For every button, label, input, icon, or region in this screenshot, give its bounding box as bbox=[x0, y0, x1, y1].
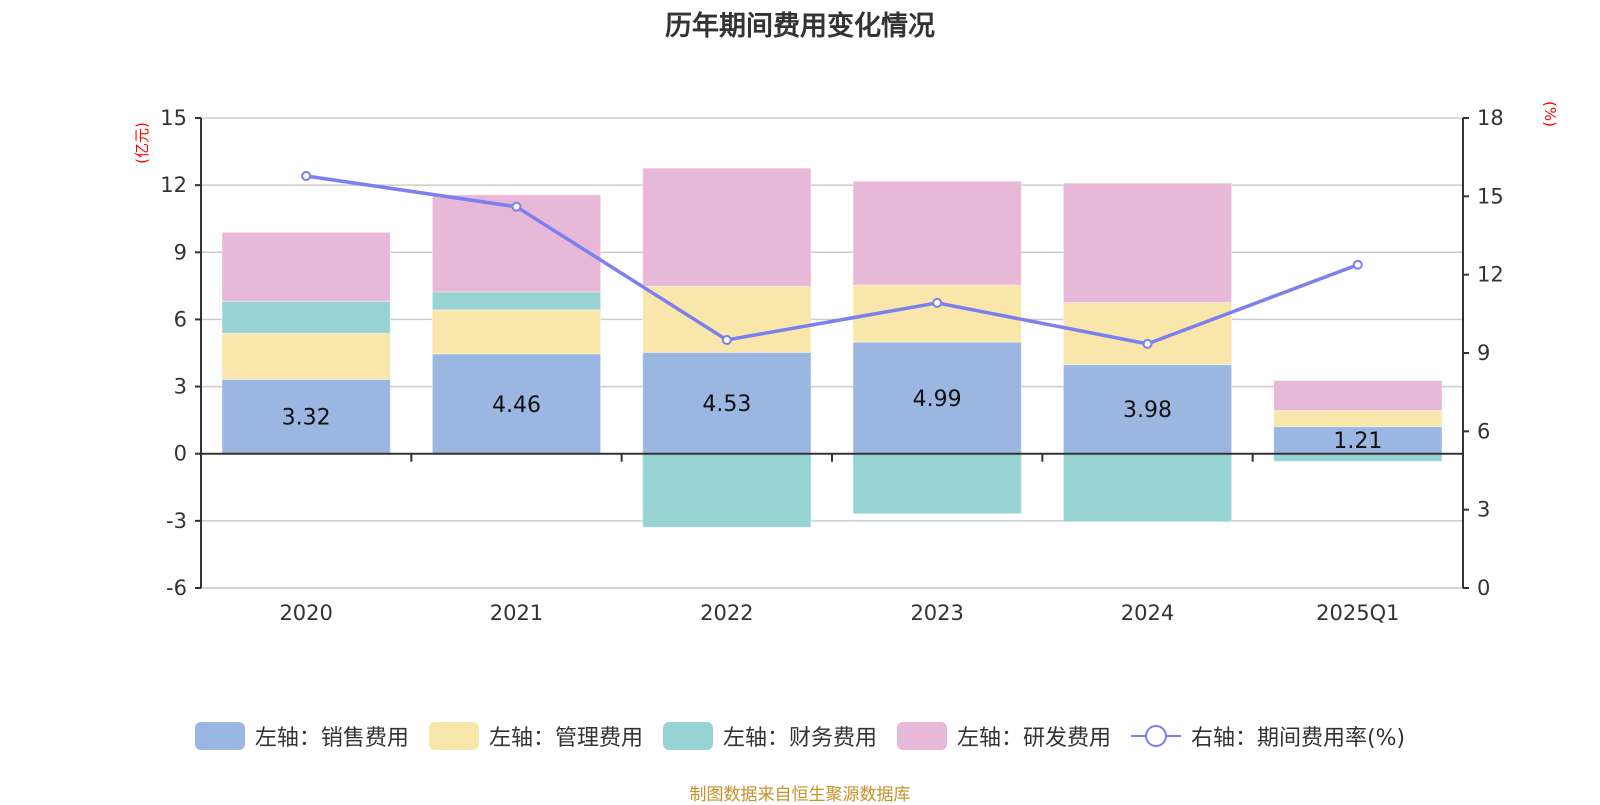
bar-segment bbox=[221, 332, 391, 380]
legend-item[interactable]: 右轴：期间费用率(%) bbox=[1130, 720, 1406, 752]
left-axis-tick-label: 3 bbox=[174, 375, 187, 399]
legend-label: 左轴：财务费用 bbox=[722, 726, 877, 751]
right-axis-tick-label: 0 bbox=[1477, 576, 1490, 600]
bar-data-label: 1.21 bbox=[1333, 429, 1382, 454]
line-series bbox=[301, 170, 1363, 349]
left-axis-tick-label: -3 bbox=[166, 509, 187, 533]
source-note: 制图数据来自恒生聚源数据库 bbox=[689, 785, 911, 805]
left-axis-unit-label: (亿元) bbox=[133, 122, 151, 164]
x-axis-tick-label: 2022 bbox=[700, 601, 753, 625]
bar-segment bbox=[1273, 453, 1443, 462]
left-axis-tick-label: 9 bbox=[174, 240, 187, 264]
bar-segment bbox=[852, 341, 1022, 455]
bar-segment bbox=[642, 167, 812, 287]
bar-segment bbox=[642, 351, 812, 455]
legend-swatch bbox=[194, 722, 245, 750]
legend-item[interactable]: 左轴：销售费用 bbox=[194, 720, 409, 752]
bar-segment bbox=[1062, 364, 1233, 455]
right-axis-tick-label: 12 bbox=[1477, 263, 1504, 287]
bar-segment bbox=[431, 309, 602, 355]
right-axis-tick-label: 3 bbox=[1477, 498, 1490, 522]
bar-segment bbox=[1062, 453, 1233, 523]
bar-segment bbox=[221, 378, 391, 455]
bar-segment bbox=[221, 231, 391, 302]
legend-item[interactable]: 左轴：研发费用 bbox=[896, 720, 1111, 752]
x-axis-tick-label: 2020 bbox=[279, 601, 332, 625]
bar-data-label: 4.99 bbox=[913, 387, 962, 412]
bar-data-label: 3.32 bbox=[282, 406, 331, 431]
bar-series bbox=[221, 167, 1443, 528]
rate-point bbox=[1352, 259, 1363, 270]
right-axis-tick-label: 6 bbox=[1477, 419, 1490, 443]
legend-item[interactable]: 左轴：管理费用 bbox=[428, 720, 643, 752]
left-axis-tick-label: -6 bbox=[166, 576, 187, 600]
bar-segment bbox=[1273, 380, 1443, 412]
legend-swatch bbox=[662, 722, 713, 750]
rate-point bbox=[932, 297, 943, 308]
left-axis-tick-label: 6 bbox=[174, 307, 187, 331]
bar-segment bbox=[852, 180, 1022, 286]
left-axis-tick-label: 15 bbox=[160, 106, 187, 130]
bar-segment bbox=[431, 353, 602, 455]
bar-data-label: 4.53 bbox=[702, 392, 751, 417]
legend-line-icon bbox=[1130, 725, 1181, 747]
bar-segment bbox=[1273, 410, 1443, 428]
grid-lines bbox=[201, 117, 1463, 589]
legend-label: 左轴：销售费用 bbox=[254, 726, 409, 751]
rate-point bbox=[301, 170, 312, 181]
x-axis-tick-label: 2025Q1 bbox=[1316, 601, 1399, 625]
bar-segment bbox=[221, 300, 391, 334]
bar-segment bbox=[1062, 182, 1233, 304]
legend-item[interactable]: 左轴：财务费用 bbox=[662, 720, 877, 752]
bar-segment bbox=[431, 291, 602, 311]
legend-label: 右轴：期间费用率(%) bbox=[1190, 726, 1406, 751]
rate-line bbox=[305, 174, 1359, 346]
legend-swatch bbox=[428, 722, 479, 750]
rate-point bbox=[721, 334, 732, 345]
bar-segment bbox=[852, 453, 1022, 515]
axes: -6 -3 0 3 6 9 12 15 0 3 6 9 12 15 18 (亿元) (%) 2020 2021 202… bbox=[133, 101, 1559, 625]
left-axis-tick-label: 12 bbox=[160, 173, 187, 197]
legend: 左轴：销售费用 左轴：管理费用 左轴：财务费用 左轴：研发费用 右轴：期间费用率(%) bbox=[0, 720, 1600, 752]
chart-title: 历年期间费用变化情况 bbox=[665, 11, 935, 42]
legend-label: 左轴：管理费用 bbox=[488, 726, 643, 751]
x-axis-tick-label: 2021 bbox=[490, 601, 543, 625]
right-axis-unit-label: (%) bbox=[1541, 101, 1559, 127]
legend-swatch bbox=[896, 722, 947, 750]
data-labels: 3.32 4.46 4.53 4.99 3.98 1.21 bbox=[282, 387, 1383, 454]
rate-point bbox=[1142, 338, 1153, 349]
right-axis-tick-label: 15 bbox=[1477, 184, 1504, 208]
bar-segment bbox=[642, 453, 812, 528]
x-axis-tick-label: 2023 bbox=[910, 601, 963, 625]
legend-label: 左轴：研发费用 bbox=[956, 726, 1111, 751]
right-axis-tick-label: 18 bbox=[1477, 106, 1504, 130]
bar-data-label: 4.46 bbox=[492, 393, 541, 418]
rate-point bbox=[511, 201, 522, 212]
x-axis-tick-label: 2024 bbox=[1121, 601, 1174, 625]
left-axis-tick-label: 0 bbox=[174, 442, 187, 466]
right-axis-tick-label: 9 bbox=[1477, 341, 1490, 365]
bar-data-label: 3.98 bbox=[1123, 398, 1172, 423]
